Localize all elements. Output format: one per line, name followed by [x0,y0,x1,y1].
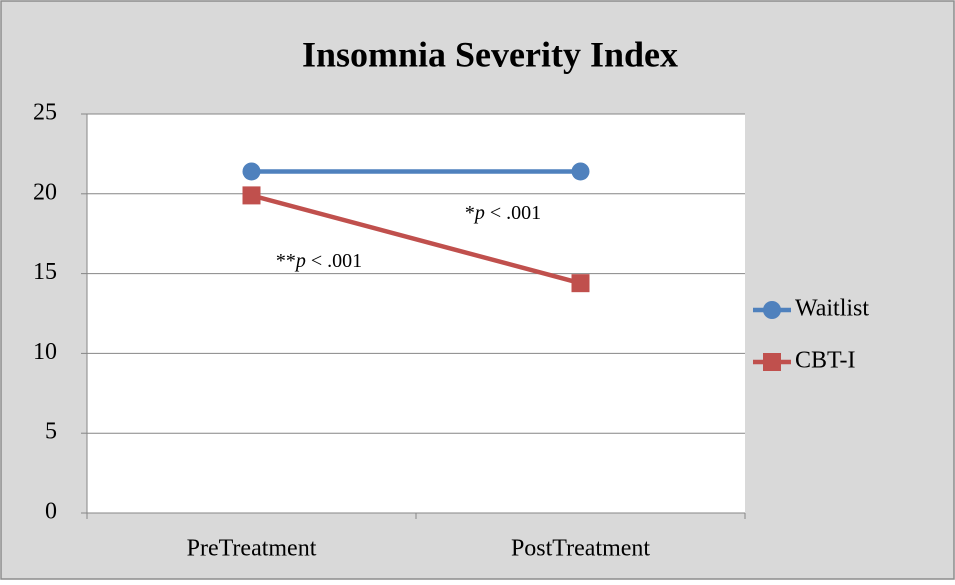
legend-marker [763,301,781,319]
y-tick-label: 20 [33,179,57,205]
legend-label: CBT-I [795,348,855,374]
y-tick-label: 15 [33,259,57,285]
annotation-part: ** [276,250,296,272]
legend-marker [763,353,781,371]
data-point [242,162,261,181]
y-tick-label: 10 [33,339,57,365]
annotation: *p < .001 [465,202,541,224]
annotation: **p < .001 [276,250,362,272]
legend-label: Waitlist [795,296,869,322]
series-line [250,193,582,286]
x-tick-label: PreTreatment [187,536,317,562]
annotation-part: * [465,202,475,224]
annotation-part: p [294,250,306,272]
chart-title: Insomnia Severity Index [302,34,678,74]
data-point [242,186,261,205]
annotation-part: p [473,202,485,224]
data-point [571,162,590,181]
x-tick-label: PostTreatment [511,536,650,562]
plot-area [87,114,745,513]
y-tick-label: 5 [45,419,57,445]
data-point [571,274,590,293]
annotation-part: < .001 [485,202,541,224]
y-tick-label: 25 [33,100,57,126]
y-tick-label: 0 [45,499,57,525]
annotation-part: < .001 [306,250,362,272]
